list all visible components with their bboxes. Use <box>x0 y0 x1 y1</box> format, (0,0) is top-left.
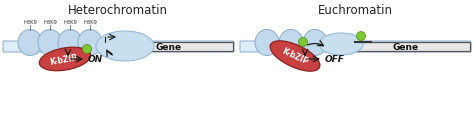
Ellipse shape <box>96 32 154 61</box>
Text: H3K9: H3K9 <box>23 19 37 24</box>
Ellipse shape <box>78 30 102 56</box>
Ellipse shape <box>299 38 308 47</box>
Text: OFF: OFF <box>325 55 345 64</box>
Ellipse shape <box>270 41 320 71</box>
Text: K-bZIP: K-bZIP <box>49 53 79 66</box>
Ellipse shape <box>58 30 82 56</box>
Ellipse shape <box>356 32 365 41</box>
Ellipse shape <box>255 30 279 56</box>
Ellipse shape <box>38 30 62 56</box>
Ellipse shape <box>18 30 42 56</box>
Ellipse shape <box>319 34 363 56</box>
Ellipse shape <box>303 30 327 56</box>
FancyBboxPatch shape <box>105 43 233 52</box>
Text: ON: ON <box>88 55 103 64</box>
Text: H3K9: H3K9 <box>43 19 57 24</box>
Text: Heterochromatin: Heterochromatin <box>68 4 168 17</box>
Text: Gene: Gene <box>393 43 419 52</box>
FancyBboxPatch shape <box>3 42 234 53</box>
Text: H3K9: H3K9 <box>83 19 97 24</box>
Text: H3K9: H3K9 <box>63 19 77 24</box>
Text: Gene: Gene <box>156 43 182 52</box>
Ellipse shape <box>39 48 91 71</box>
Ellipse shape <box>279 30 303 56</box>
Text: Euchromatin: Euchromatin <box>318 4 392 17</box>
FancyBboxPatch shape <box>240 42 471 53</box>
Text: K-bZIP: K-bZIP <box>280 47 310 66</box>
FancyBboxPatch shape <box>342 43 470 52</box>
Ellipse shape <box>82 45 91 54</box>
